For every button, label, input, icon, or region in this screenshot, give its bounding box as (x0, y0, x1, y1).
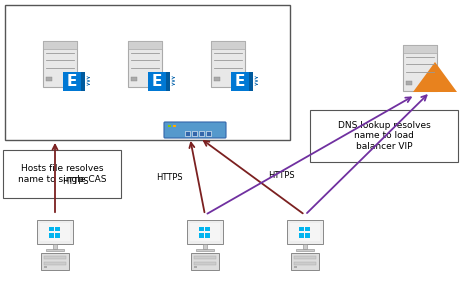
Bar (200, 233, 204, 237)
Bar (296, 249, 314, 251)
Bar (303, 244, 307, 249)
Bar (43, 41, 77, 49)
Text: HTTPS: HTTPS (156, 173, 183, 182)
Bar (294, 256, 316, 259)
Bar (203, 244, 207, 249)
Text: HTTPS: HTTPS (268, 172, 295, 181)
Bar (211, 41, 245, 49)
Bar (168, 125, 171, 127)
Bar (43, 41, 77, 87)
Text: DNS lookup resolves
name to load
balancer VIP: DNS lookup resolves name to load balance… (337, 121, 430, 151)
Bar (173, 125, 176, 127)
Bar (44, 262, 66, 265)
Bar (231, 72, 253, 91)
FancyBboxPatch shape (164, 122, 226, 138)
Bar (44, 266, 47, 269)
Text: Hosts file resolves
name to single CAS: Hosts file resolves name to single CAS (18, 164, 106, 184)
Bar (406, 81, 412, 85)
Bar (196, 249, 214, 251)
Text: E: E (67, 74, 77, 89)
Text: E: E (235, 74, 245, 89)
Bar (305, 227, 310, 231)
Bar (305, 233, 310, 237)
Text: E: E (152, 74, 162, 89)
Bar (191, 253, 219, 270)
Bar (128, 41, 162, 49)
Bar (131, 77, 137, 80)
Bar (194, 266, 197, 269)
Bar (290, 222, 320, 241)
Bar (206, 131, 211, 136)
Bar (292, 253, 319, 270)
Bar (310, 110, 458, 162)
Bar (248, 72, 253, 91)
Bar (46, 249, 64, 251)
Bar (128, 41, 162, 87)
Bar (40, 222, 70, 241)
Bar (49, 227, 54, 231)
Bar (190, 222, 220, 241)
Bar (49, 233, 54, 237)
Bar (41, 253, 69, 270)
Bar (287, 220, 323, 244)
Bar (81, 72, 85, 91)
Bar (200, 227, 204, 231)
Bar (403, 45, 437, 91)
Bar (192, 131, 197, 136)
Text: HTTPS: HTTPS (62, 178, 89, 187)
Bar (214, 77, 220, 80)
Bar (55, 233, 60, 237)
Bar (300, 233, 304, 237)
Bar (5, 5, 290, 140)
Bar (194, 262, 216, 265)
Bar (211, 41, 245, 87)
Bar (37, 220, 73, 244)
Bar (300, 227, 304, 231)
Bar (63, 72, 85, 91)
Bar (205, 227, 210, 231)
Bar (44, 256, 66, 259)
Bar (194, 256, 216, 259)
Bar (55, 227, 60, 231)
Bar (294, 262, 316, 265)
Bar (148, 72, 170, 91)
Bar (46, 77, 52, 80)
Bar (3, 150, 121, 198)
Bar (185, 131, 190, 136)
Bar (187, 220, 223, 244)
Polygon shape (413, 62, 457, 92)
Bar (165, 72, 170, 91)
Bar (199, 131, 204, 136)
Bar (205, 233, 210, 237)
Bar (294, 266, 297, 269)
Bar (403, 45, 437, 53)
Bar (53, 244, 57, 249)
